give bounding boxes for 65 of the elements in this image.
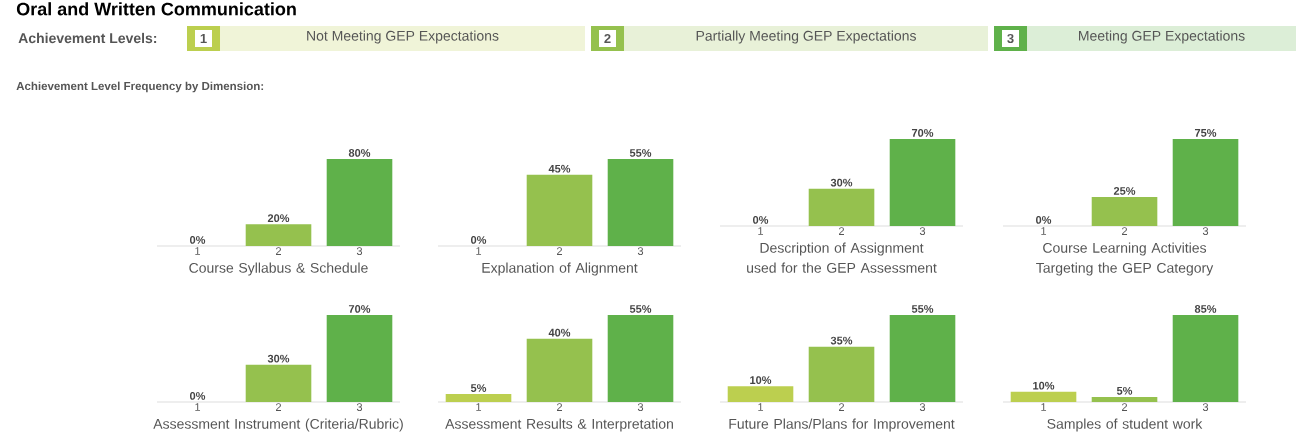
data-label: 0% [189, 392, 206, 400]
data-label: 35% [830, 336, 853, 345]
x-tick-label: 3 [637, 403, 644, 411]
x-tick-label: 2 [1122, 227, 1128, 235]
text: Assessment Results & Interpretation [445, 418, 673, 432]
text: Achievement Level Frequency by Dimension: [16, 81, 264, 93]
x-tick-label: 1 [476, 403, 482, 411]
x-tick-label: 3 [919, 403, 926, 411]
x-tick-label: 3 [1202, 403, 1209, 411]
x-tick-label: 1 [1041, 227, 1047, 235]
data-label: 10% [750, 376, 772, 384]
text: Future Plans/Plans for Improvement [729, 418, 955, 432]
x-tick-label: 2 [839, 227, 845, 235]
x-tick-label: 1 [758, 403, 764, 411]
text: 2 [604, 33, 611, 44]
text: Samples of student work [1047, 418, 1203, 432]
data-label: 30% [830, 178, 853, 187]
data-label: 0% [753, 216, 769, 224]
x-tick-label: 2 [839, 403, 845, 411]
text: Description of Assignment used for the GEP Assessment [747, 242, 937, 273]
data-label: 30% [267, 354, 290, 363]
text: Partially Meeting GEP Expectations [696, 30, 916, 44]
data-label: 40% [548, 328, 571, 337]
data-label: 20% [267, 214, 290, 223]
data-label: 0% [189, 236, 206, 244]
x-tick-label: 1 [195, 247, 201, 255]
data-label: 0% [470, 236, 487, 244]
x-tick-label: 2 [275, 403, 282, 411]
text: Assessment Instrument (Criteria/Rubric) [153, 418, 403, 432]
text: Course Syllabus & Schedule [189, 262, 368, 276]
data-label: 70% [911, 129, 934, 137]
text: Achievement Levels: [18, 32, 157, 44]
x-tick-label: 2 [556, 247, 563, 255]
data-label: 75% [1194, 129, 1217, 137]
x-tick-label: 3 [1202, 227, 1209, 235]
text: Explanation of Alignment [482, 262, 638, 276]
data-label: 0% [1036, 216, 1052, 224]
data-label: 45% [548, 164, 571, 173]
x-tick-label: 1 [476, 247, 482, 255]
data-label: 10% [1033, 381, 1055, 390]
x-tick-label: 2 [1122, 403, 1128, 411]
x-tick-label: 3 [637, 247, 644, 255]
text: Not Meeting GEP Expectations [307, 30, 499, 44]
text: Meeting GEP Expectations [1079, 30, 1245, 44]
x-tick-label: 1 [195, 403, 201, 411]
data-label: 5% [470, 384, 487, 392]
data-label: 55% [629, 149, 652, 157]
text: Course Learning Activities Targeting the GEP Category [1036, 242, 1214, 276]
data-label: 55% [629, 305, 652, 313]
text: 1 [200, 34, 207, 43]
x-tick-label: 2 [556, 403, 563, 411]
x-tick-label: 3 [356, 403, 363, 411]
text: 3 [1007, 33, 1014, 44]
x-tick-label: 3 [356, 247, 363, 255]
data-label: 70% [348, 305, 371, 313]
x-tick-label: 2 [275, 247, 282, 255]
data-label: 5% [1116, 386, 1133, 395]
x-tick-label: 1 [1041, 403, 1047, 411]
x-tick-label: 1 [758, 227, 764, 235]
data-label: 55% [911, 305, 934, 313]
data-label: 25% [1113, 187, 1136, 195]
x-tick-label: 3 [919, 227, 926, 235]
data-label: 85% [1194, 305, 1217, 313]
data-label: 80% [348, 149, 371, 157]
text: Oral and Written Communication [16, 2, 296, 16]
